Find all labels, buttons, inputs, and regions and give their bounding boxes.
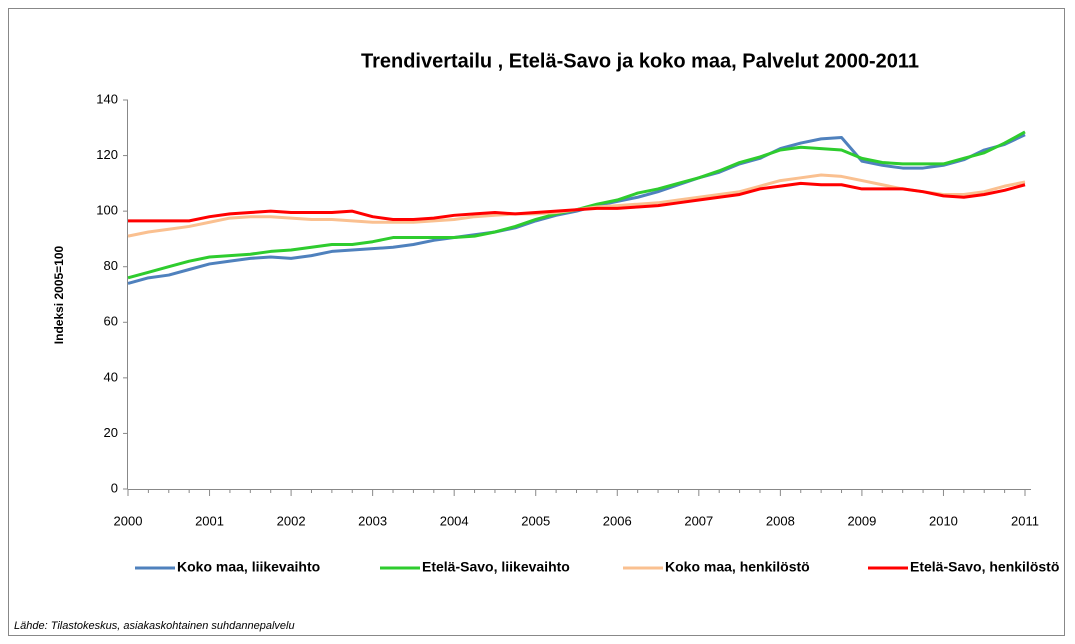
- chart-title: Trendivertailu , Etelä-Savo ja koko maa,…: [361, 50, 919, 72]
- legend-label: Etelä-Savo, liikevaihto: [422, 559, 570, 575]
- legend-label: Etelä-Savo, henkilöstö: [910, 559, 1059, 575]
- series-line: [128, 181, 1026, 223]
- y-tick-label: 80: [104, 258, 118, 273]
- x-tick-label: 2003: [358, 513, 387, 528]
- x-tick-label: 2002: [277, 513, 306, 528]
- x-tick-label: 2000: [114, 513, 143, 528]
- y-tick-label: 0: [111, 480, 118, 495]
- legend-label: Koko maa, henkilöstö: [665, 559, 810, 575]
- x-tick-label: 2001: [195, 513, 224, 528]
- y-tick-label: 40: [104, 369, 118, 384]
- x-tick-label: 2007: [684, 513, 713, 528]
- x-tick-label: 2006: [603, 513, 632, 528]
- legend-label: Koko maa, liikevaihto: [177, 559, 320, 575]
- x-tick-label: 2005: [521, 513, 550, 528]
- y-tick-label: 100: [96, 203, 118, 218]
- x-tick-label: 2008: [766, 513, 795, 528]
- y-tick-label: 20: [104, 425, 118, 440]
- chart-frame: [8, 8, 1065, 636]
- x-tick-label: 2009: [847, 513, 876, 528]
- y-axis-label: Indeksi 2005=100: [52, 245, 66, 344]
- x-tick-label: 2010: [929, 513, 958, 528]
- y-tick-label: 60: [104, 314, 118, 329]
- source-note: Lähde: Tilastokeskus, asiakaskohtainen s…: [14, 620, 295, 632]
- x-tick-label: 2004: [440, 513, 469, 528]
- y-tick-label: 120: [96, 147, 118, 162]
- y-tick-label: 140: [96, 91, 118, 106]
- x-tick-label: 2011: [1011, 513, 1039, 528]
